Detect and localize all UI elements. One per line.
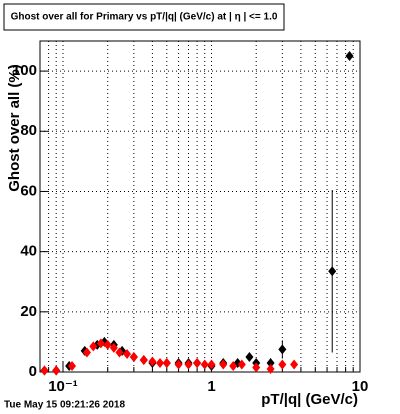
x-tick-label: 10⁻¹: [48, 378, 78, 395]
footer: Tue May 15 09:21:26 2018: [4, 400, 125, 411]
point: [278, 344, 287, 355]
point: [229, 360, 238, 371]
point: [82, 347, 91, 358]
point: [219, 359, 228, 370]
point: [252, 362, 261, 373]
point: [345, 51, 354, 62]
point: [245, 351, 254, 362]
point: [200, 359, 209, 370]
x-axis-label: pT/|q| (GeV/c): [261, 391, 358, 408]
point: [237, 359, 246, 370]
x-tick-label: 10: [352, 378, 369, 395]
y-tick-label: 40: [20, 243, 37, 260]
y-tick-label: 100: [12, 62, 37, 79]
x-tick-label: 1: [207, 378, 215, 395]
point: [148, 356, 157, 367]
y-tick-label: 20: [20, 303, 37, 320]
point: [103, 339, 112, 350]
y-tick-label: 80: [20, 122, 37, 139]
y-tick-label: 60: [20, 182, 37, 199]
point: [162, 357, 171, 368]
point: [89, 341, 98, 352]
point: [96, 338, 105, 349]
point: [266, 357, 275, 368]
point: [290, 359, 299, 370]
title-box: [3, 3, 285, 31]
point: [184, 359, 193, 370]
point: [52, 365, 61, 376]
point: [129, 351, 138, 362]
point: [207, 359, 216, 370]
point: [174, 359, 183, 370]
point: [193, 357, 202, 368]
point: [139, 354, 148, 365]
point: [278, 359, 287, 370]
point: [123, 348, 132, 359]
y-axis-label: Ghost over all (%): [6, 64, 23, 192]
point: [68, 360, 77, 371]
point: [115, 347, 124, 358]
point: [328, 266, 337, 277]
point: [266, 363, 275, 374]
point: [40, 365, 49, 376]
chart-title: Ghost over all for Primary vs pT/|q| (Ge…: [11, 12, 278, 23]
plot-frame: [39, 40, 361, 373]
point: [109, 342, 118, 353]
y-tick-label: 0: [29, 363, 37, 380]
point: [156, 357, 165, 368]
